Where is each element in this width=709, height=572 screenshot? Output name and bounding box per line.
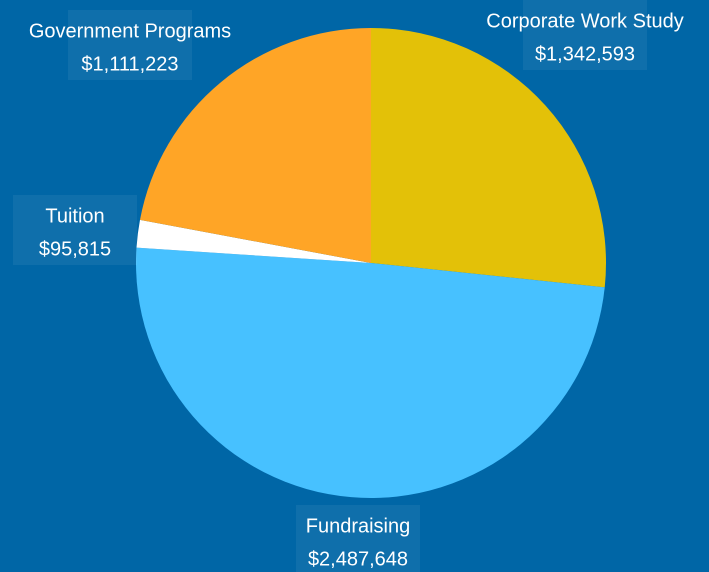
pie-slice bbox=[371, 28, 606, 288]
pie-slice bbox=[135, 247, 605, 499]
pie-slice bbox=[136, 219, 371, 263]
pie-slice bbox=[139, 28, 371, 263]
slice-label: Tuition bbox=[45, 205, 104, 227]
label-box bbox=[13, 195, 137, 265]
slice-label: Government Programs bbox=[29, 20, 231, 42]
slice-value-label: $1,342,593 bbox=[535, 43, 635, 65]
slice-value-label: $1,111,223 bbox=[81, 53, 178, 75]
slice-value-label: $2,487,648 bbox=[308, 548, 408, 570]
slice-value-label: $95,815 bbox=[39, 238, 111, 260]
slice-label: Corporate Work Study bbox=[486, 10, 684, 32]
label-box bbox=[523, 0, 647, 70]
label-box bbox=[296, 505, 420, 572]
slice-label: Fundraising bbox=[306, 515, 411, 537]
label-box bbox=[68, 10, 192, 80]
